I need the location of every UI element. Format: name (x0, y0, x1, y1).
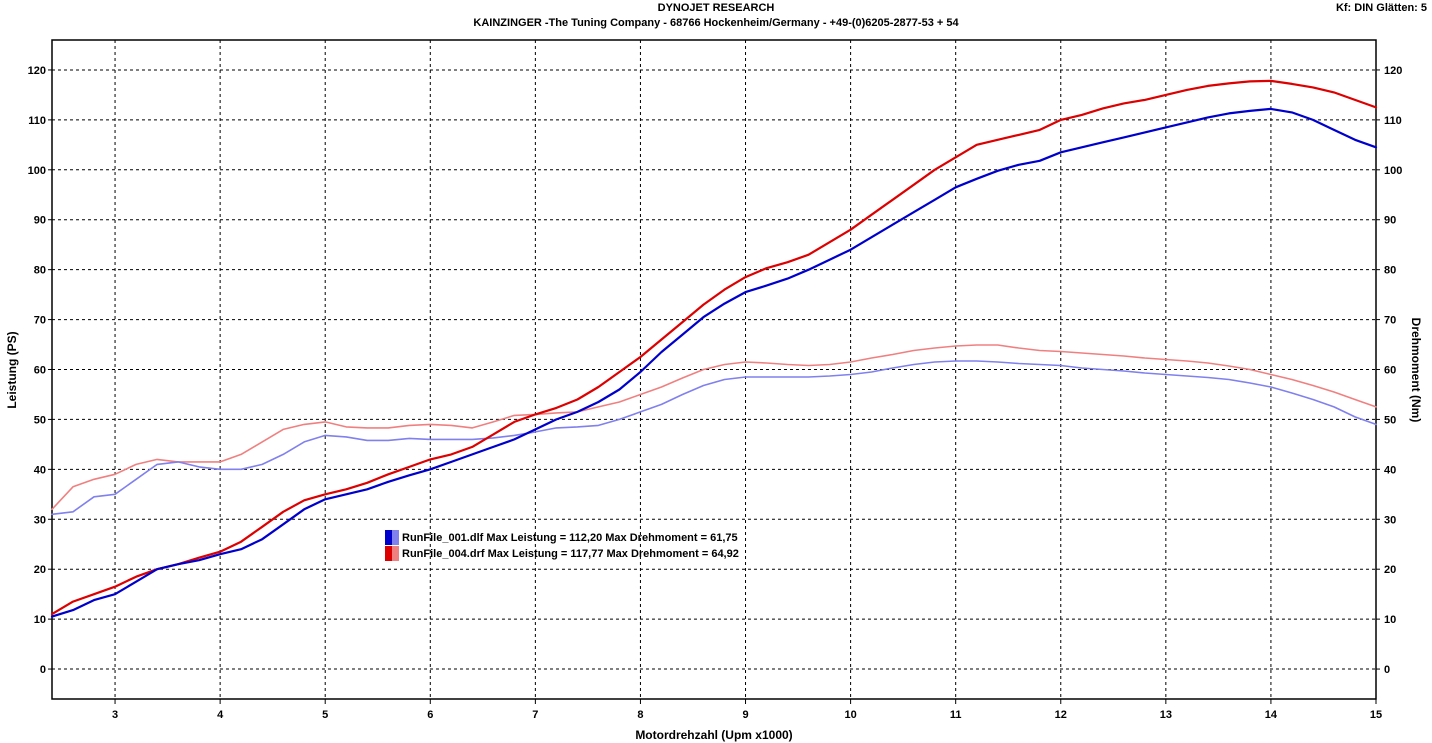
y2-tick-label: 60 (1384, 365, 1396, 377)
y-tick-label: 70 (34, 315, 46, 327)
power-line-004 (50, 79, 1378, 616)
x-tick-label: 14 (1265, 709, 1278, 721)
y-tick-label: 10 (34, 614, 46, 626)
x-tick-label: 11 (950, 709, 962, 721)
legend-entry-004: RunFile_004.drf Max Leistung = 117,77 Ma… (402, 548, 739, 560)
y2-tick-label: 20 (1384, 564, 1396, 576)
y2-tick-label: 110 (1384, 115, 1402, 127)
x-tick-label: 13 (1160, 709, 1172, 721)
x-tick-label: 7 (532, 709, 538, 721)
x-tick-label: 4 (217, 709, 224, 721)
chart-title: DYNOJET RESEARCH (658, 2, 775, 14)
y2-axis-label: Drehmoment (Nm) (1409, 318, 1423, 423)
x-tick-label: 10 (844, 709, 856, 721)
y2-tick-label: 50 (1384, 414, 1396, 426)
y2-tick-label: 10 (1384, 614, 1396, 626)
y2-tick-label: 80 (1384, 265, 1396, 277)
x-tick-label: 9 (742, 709, 748, 721)
torque-line-004 (51, 344, 1377, 511)
y-axis-label: Leistung (PS) (5, 331, 19, 408)
x-tick-label: 5 (322, 709, 328, 721)
y-tick-label: 50 (34, 414, 46, 426)
x-tick-label: 3 (112, 709, 118, 721)
y-tick-label: 80 (34, 265, 46, 277)
y-tick-label: 60 (34, 365, 46, 377)
series (50, 79, 1378, 618)
y2-tick-label: 90 (1384, 215, 1396, 227)
y2-tick-label: 30 (1384, 514, 1396, 526)
power-line-001 (50, 107, 1378, 618)
y2-tick-label: 70 (1384, 315, 1396, 327)
y2-tick-label: 100 (1384, 165, 1402, 177)
legend-swatch-power-004 (385, 546, 392, 561)
x-tick-label: 8 (637, 709, 643, 721)
legend: RunFile_001.dlf Max Leistung = 112,20 Ma… (385, 530, 739, 561)
grid (52, 40, 1377, 699)
ticks: 3 4 5 6 7 8 9 10 11 12 13 14 15 0 0 10 10 20 20 30 30 40 40 50 5… (28, 65, 1403, 721)
y2-tick-label: 40 (1384, 464, 1396, 476)
y-tick-label: 90 (34, 215, 46, 227)
y-tick-label: 100 (28, 165, 46, 177)
y-tick-label: 120 (28, 65, 46, 77)
torque-line-001 (51, 360, 1377, 516)
y-tick-label: 20 (34, 564, 46, 576)
corner-settings: Kf: DIN Glätten: 5 (1336, 2, 1427, 14)
legend-swatch-power-001 (385, 530, 392, 545)
y2-tick-label: 0 (1384, 664, 1390, 676)
chart-subtitle: KAINZINGER -The Tuning Company - 68766 H… (473, 17, 959, 29)
y-tick-label: 0 (40, 664, 46, 676)
x-tick-label: 6 (427, 709, 433, 721)
x-axis-label: Motordrehzahl (Upm x1000) (635, 728, 792, 742)
x-tick-label: 12 (1055, 709, 1067, 721)
y-tick-label: 40 (34, 464, 46, 476)
legend-swatch-torque-001 (392, 530, 399, 545)
y2-tick-label: 120 (1384, 65, 1402, 77)
y-tick-label: 110 (28, 115, 46, 127)
legend-swatch-torque-004 (392, 546, 399, 561)
y-tick-label: 30 (34, 514, 46, 526)
x-tick-label: 15 (1370, 709, 1382, 721)
legend-entry-001: RunFile_001.dlf Max Leistung = 112,20 Ma… (402, 532, 738, 544)
